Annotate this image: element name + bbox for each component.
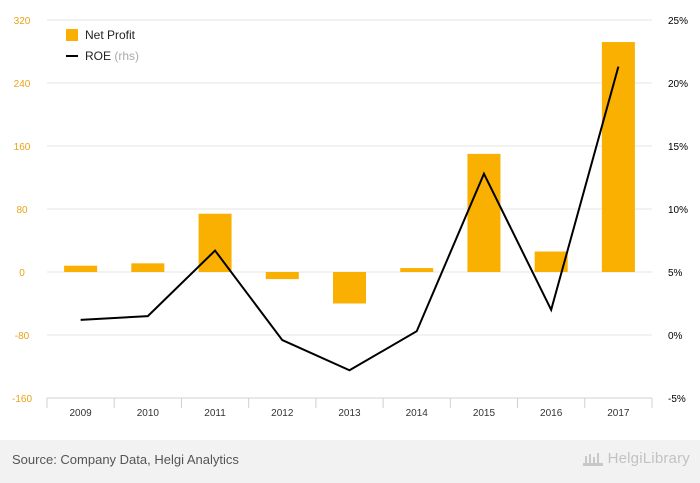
- library-icon: [582, 452, 603, 466]
- right-axis-tick-label: 10%: [668, 205, 688, 216]
- x-axis-tick-label: 2011: [204, 408, 226, 419]
- right-axis-tick-label: 20%: [668, 79, 688, 90]
- bar-net-profit: [64, 265, 98, 272]
- right-axis-tick-label: -5%: [668, 394, 686, 405]
- right-axis-tick-label: 5%: [668, 268, 683, 279]
- source-note: Source: Company Data, Helgi Analytics: [12, 452, 239, 467]
- x-axis-tick-label: 2015: [473, 408, 496, 419]
- legend-roe-label: ROE (rhs): [85, 49, 139, 63]
- bar-net-profit: [601, 42, 635, 272]
- bar-net-profit: [131, 263, 165, 272]
- chart: 320 240 160 80 0 -80 -160 25% 20% 15% 10% 5% 0% -5% 20…: [12, 16, 688, 419]
- left-axis-tick-label: 240: [14, 79, 31, 90]
- left-axis-tick-label: 320: [14, 16, 31, 27]
- legend-net-profit-swatch: [66, 29, 78, 41]
- brand-name: HelgiLibrary: [607, 450, 690, 467]
- x-axis-tick-label: 2014: [406, 408, 429, 419]
- legend-net-profit-label: Net Profit: [85, 28, 136, 42]
- footer: Source: Company Data, Helgi Analytics He…: [0, 440, 700, 483]
- left-axis-tick-label: 160: [14, 142, 31, 153]
- x-axis-tick-label: 2016: [540, 408, 563, 419]
- right-axis-tick-label: 15%: [668, 142, 688, 153]
- left-axis-tick-label: 0: [19, 268, 25, 279]
- right-axis-tick-label: 25%: [668, 16, 688, 27]
- line-roe: [80, 66, 620, 372]
- x-axis-tick-label: 2017: [607, 408, 630, 419]
- bar-net-profit: [265, 272, 299, 280]
- helgi-library-logo: HelgiLibrary: [582, 450, 690, 467]
- bar-net-profit: [333, 272, 366, 304]
- x-axis-tick-label: 2012: [271, 408, 294, 419]
- left-axis-tick-label: -80: [15, 331, 30, 342]
- x-axis-tick-label: 2010: [137, 408, 160, 419]
- bar-net-profit: [534, 251, 568, 272]
- x-axis-tick-label: 2009: [69, 408, 92, 419]
- left-axis-tick-label: -160: [12, 394, 32, 405]
- left-axis-tick-label: 80: [16, 205, 28, 216]
- x-axis-tick-label: 2013: [338, 408, 361, 419]
- bar-net-profit: [400, 268, 434, 272]
- bar-net-profit: [198, 213, 232, 272]
- right-axis-tick-label: 0%: [668, 331, 683, 342]
